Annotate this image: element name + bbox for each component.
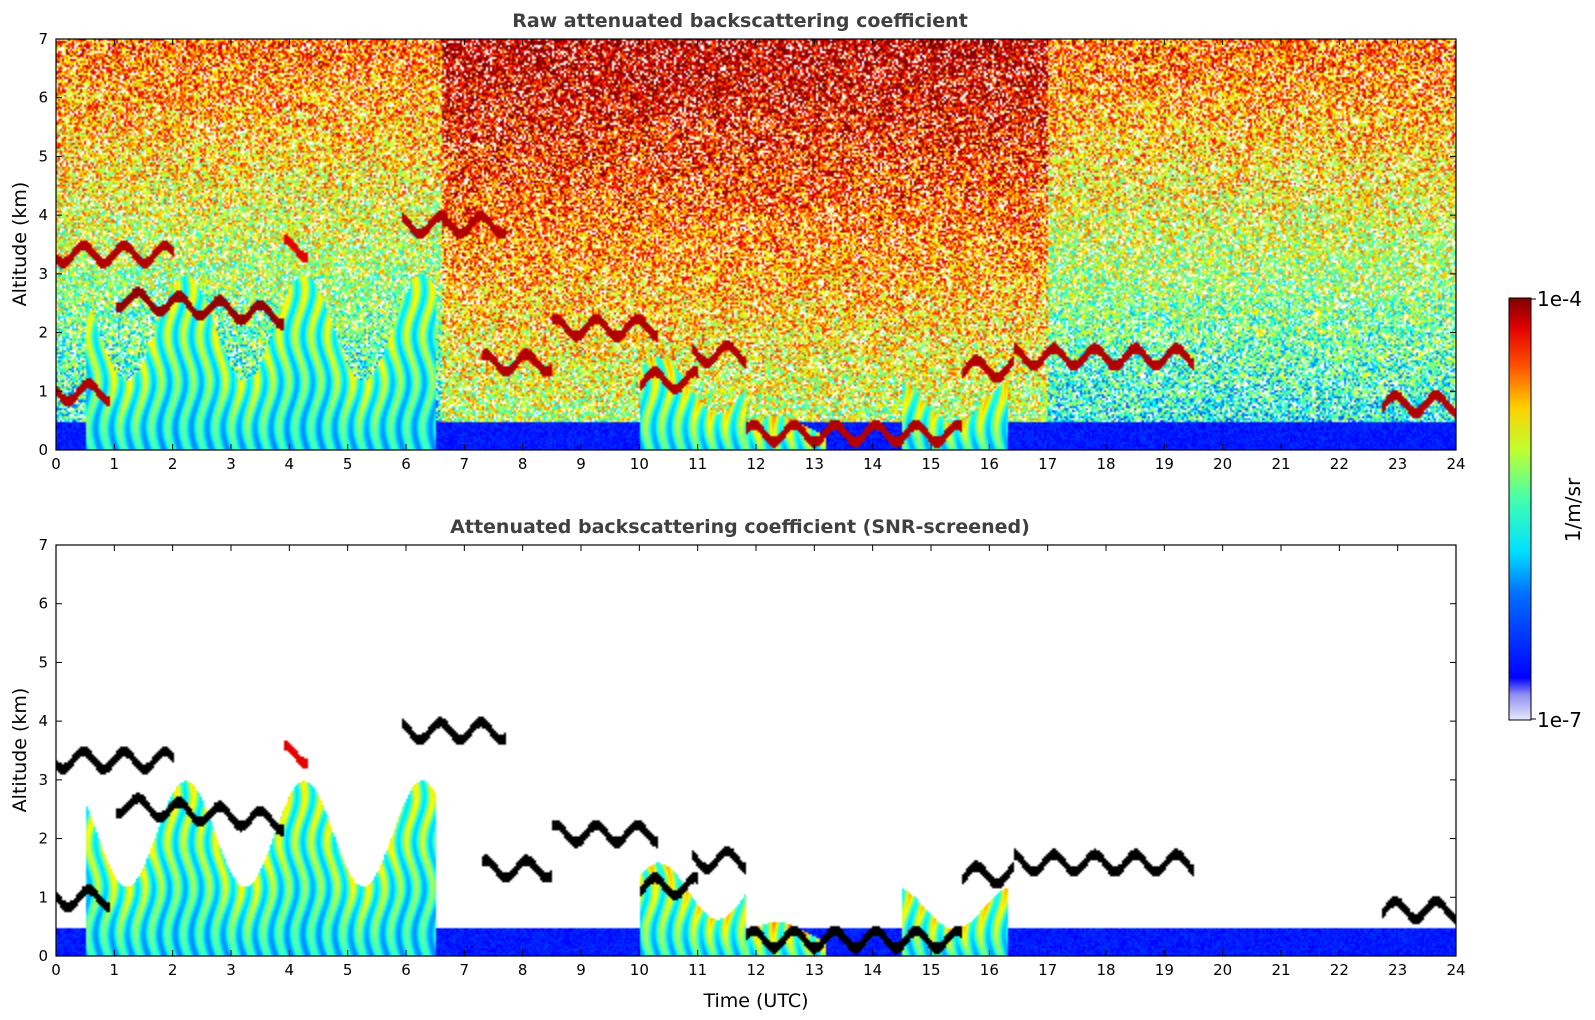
- panel-screened-xlabel: Time (UTC): [702, 990, 808, 1012]
- xtick-label: 17: [1038, 455, 1057, 473]
- xtick-label: 21: [1271, 961, 1290, 979]
- xtick-label: 23: [1388, 455, 1407, 473]
- ytick-label: 5: [38, 653, 48, 671]
- ytick-label: 2: [38, 324, 48, 342]
- ytick-label: 4: [38, 206, 48, 224]
- xtick-label: 16: [980, 455, 999, 473]
- xtick-label: 22: [1330, 961, 1349, 979]
- xtick-label: 13: [805, 961, 824, 979]
- ytick-label: 2: [38, 830, 48, 848]
- xtick-label: 0: [51, 961, 61, 979]
- xtick-label: 3: [226, 961, 236, 979]
- xtick-label: 21: [1271, 455, 1290, 473]
- xtick-label: 6: [401, 961, 411, 979]
- colorbar: 1e-4 1e-7 1/m/sr: [1508, 287, 1585, 732]
- ytick-label: 1: [38, 382, 48, 400]
- xtick-label: 20: [1213, 961, 1232, 979]
- ytick-label: 5: [38, 147, 48, 165]
- xtick-label: 20: [1213, 455, 1232, 473]
- xtick-label: 17: [1038, 961, 1057, 979]
- xtick-label: 5: [343, 961, 353, 979]
- xtick-label: 11: [688, 455, 707, 473]
- xtick-label: 19: [1155, 455, 1174, 473]
- xtick-label: 0: [51, 455, 61, 473]
- xtick-label: 1: [110, 455, 120, 473]
- xtick-label: 11: [688, 961, 707, 979]
- xtick-label: 12: [746, 961, 765, 979]
- xtick-label: 15: [921, 961, 940, 979]
- panel-screened: Attenuated backscattering coefficient (S…: [9, 516, 1466, 1012]
- ytick-label: 6: [38, 89, 48, 107]
- xtick-label: 8: [518, 455, 528, 473]
- panel-raw: Raw attenuated backscattering coefficien…: [9, 10, 1466, 473]
- xtick-label: 16: [980, 961, 999, 979]
- xtick-label: 19: [1155, 961, 1174, 979]
- ytick-label: 4: [38, 712, 48, 730]
- ytick-label: 0: [38, 947, 48, 965]
- ytick-label: 7: [38, 536, 48, 554]
- xtick-label: 5: [343, 455, 353, 473]
- colorbar-max-label: 1e-4: [1537, 287, 1582, 311]
- ytick-label: 1: [38, 888, 48, 906]
- colorbar-min-label: 1e-7: [1537, 708, 1582, 732]
- xtick-label: 18: [1096, 455, 1115, 473]
- xtick-label: 13: [805, 455, 824, 473]
- xtick-label: 22: [1330, 455, 1349, 473]
- xtick-label: 3: [226, 455, 236, 473]
- colorbar-gradient: [1508, 297, 1532, 721]
- screened-backscatter-image: [56, 545, 1456, 956]
- xtick-label: 24: [1446, 455, 1465, 473]
- xtick-label: 10: [630, 961, 649, 979]
- xtick-label: 9: [576, 455, 586, 473]
- xtick-label: 2: [168, 961, 178, 979]
- xtick-label: 8: [518, 961, 528, 979]
- xtick-label: 12: [746, 455, 765, 473]
- xtick-label: 4: [285, 961, 295, 979]
- ytick-label: 3: [38, 771, 48, 789]
- xtick-label: 1: [110, 961, 120, 979]
- raw-backscatter-image: [56, 39, 1456, 450]
- xtick-label: 4: [285, 455, 295, 473]
- panel-raw-title: Raw attenuated backscattering coefficien…: [512, 10, 968, 32]
- panel-raw-ticks: 0 1 2 3 4 5 6 7 8 9 10 11 12 13 14 15 16 17 18 19 20 21 22 23 24…: [38, 30, 1465, 473]
- ytick-label: 0: [38, 441, 48, 459]
- panel-raw-ylabel: Altitude (km): [9, 182, 31, 307]
- xtick-label: 10: [630, 455, 649, 473]
- xtick-label: 18: [1096, 961, 1115, 979]
- xtick-label: 9: [576, 961, 586, 979]
- xtick-label: 15: [921, 455, 940, 473]
- xtick-label: 7: [460, 455, 470, 473]
- xtick-label: 7: [460, 961, 470, 979]
- panel-screened-ticks: 0 1 2 3 4 5 6 7 8 9 10 11 12 13 14 15 16 17 18 19 20 21 22 23 24…: [38, 536, 1465, 979]
- xtick-label: 6: [401, 455, 411, 473]
- ytick-label: 3: [38, 265, 48, 283]
- panel-screened-ylabel: Altitude (km): [9, 688, 31, 813]
- xtick-label: 23: [1388, 961, 1407, 979]
- colorbar-unit-label: 1/m/sr: [1561, 477, 1585, 542]
- ytick-label: 6: [38, 595, 48, 613]
- xtick-label: 24: [1446, 961, 1465, 979]
- xtick-label: 14: [863, 455, 882, 473]
- ytick-label: 7: [38, 30, 48, 48]
- xtick-label: 2: [168, 455, 178, 473]
- panel-screened-title: Attenuated backscattering coefficient (S…: [450, 516, 1030, 538]
- xtick-label: 14: [863, 961, 882, 979]
